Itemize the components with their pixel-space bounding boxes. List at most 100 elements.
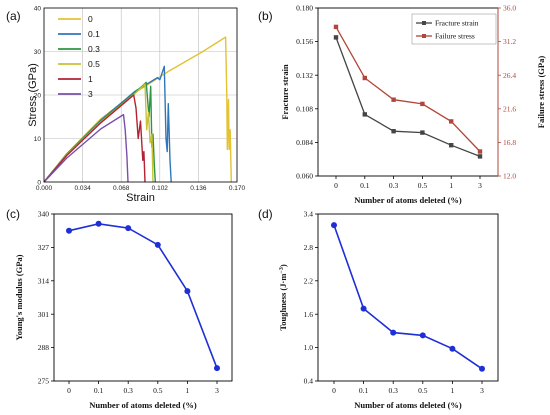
y-axis-label: Toughness (J·m−3): [278, 264, 288, 331]
y-tick-label: 0.132: [296, 71, 313, 80]
y-right-tick-label: 31.2: [503, 37, 516, 46]
legend-label: 0.1: [88, 29, 100, 39]
x-tick-label: 0: [67, 386, 71, 395]
y-axis-label: Young's modulus (GPa): [14, 254, 24, 340]
data-point: [333, 35, 339, 40]
y-axis-label-sup: −3: [279, 267, 285, 273]
x-tick-label: 0.5: [418, 386, 428, 395]
x-tick-label: 0: [334, 181, 338, 190]
data-point: [184, 288, 191, 295]
y-tick-label: 40: [34, 5, 42, 12]
y-tick-label: 30: [34, 49, 42, 56]
y-tick-label: 1.6: [304, 310, 314, 319]
series-line-1: [43, 94, 146, 183]
series-line-0: [43, 36, 232, 183]
data-point: [391, 97, 396, 102]
legend-label: 0.3: [88, 44, 100, 54]
x-tick-label: 3: [478, 181, 482, 190]
series-line-fracture-strain: [335, 37, 481, 158]
data-point: [390, 329, 397, 336]
y-tick-label: 0.180: [296, 4, 313, 13]
series-line-3: [43, 113, 129, 183]
x-tick-label: 0.136: [190, 185, 207, 192]
y-right-tick-label: 26.4: [503, 71, 516, 80]
x-tick-label: 0.3: [389, 181, 399, 190]
y-tick-label: 340: [38, 210, 50, 219]
panel-letter-d: (d): [258, 207, 273, 221]
x-tick-label: 0.034: [74, 185, 91, 192]
x-tick-label: 1: [451, 386, 455, 395]
data-point: [449, 119, 454, 124]
y-tick-label: 0: [37, 179, 41, 186]
data-point: [362, 112, 367, 117]
data-point: [420, 101, 425, 107]
legend-label: 1: [88, 74, 93, 84]
data-point: [333, 24, 339, 30]
x-tick-label: 0.5: [153, 386, 163, 395]
y-tick-label: 0.084: [296, 138, 313, 147]
data-point: [477, 154, 483, 159]
x-axis-label: Number of atoms deleted (%): [89, 400, 197, 410]
chart-stress-strain: 0.000 0.034 0.068 0.102 0.136 0.170010203040S…: [27, 5, 246, 204]
data-point: [479, 365, 485, 372]
x-tick-label: 1: [186, 386, 190, 395]
y-tick-label: 0.108: [296, 104, 313, 113]
y-tick-label: 2.2: [304, 276, 314, 285]
y-tick-label: 20: [34, 92, 42, 99]
y-tick-label: 301: [38, 310, 50, 319]
data-point: [331, 222, 337, 229]
x-tick-label: 0.3: [124, 386, 134, 395]
y-tick-label: 1.0: [304, 343, 314, 352]
panel-letter-c: (c): [6, 207, 20, 221]
x-axis-label: Number of atoms deleted (%): [354, 195, 462, 205]
y-right-tick-label: 21.6: [503, 104, 516, 113]
legend-label: 0: [88, 14, 93, 24]
y-axis-label-close: ): [278, 264, 288, 267]
data-point: [95, 220, 102, 227]
x-tick-label: 0.068: [113, 185, 130, 192]
y-axis-label: Fracture strain: [280, 64, 290, 120]
panel-letter-a: (a): [6, 9, 21, 23]
series-line-failure-stress: [335, 26, 481, 152]
y-tick-label: 0.156: [296, 37, 313, 46]
legend-label: Failure stress: [435, 32, 475, 41]
y-tick-label: 3.4: [304, 210, 314, 219]
y-tick-label: 0.060: [296, 172, 313, 181]
data-point: [360, 305, 367, 312]
data-point: [449, 345, 456, 352]
x-tick-label: 0.1: [359, 386, 369, 395]
series-line-0.5: [43, 83, 154, 183]
chart-fracture-failure: 0 0.1 0.3 0.5 1 3 0.060 0.084 0.108 0.132 0.156 0.1…: [280, 4, 546, 205]
y-right-tick-label: 16.8: [503, 138, 516, 147]
y-tick-label: 0.4: [304, 377, 314, 386]
y-right-axis-label: Failure stress (GPa): [536, 56, 546, 129]
legend-label: 0.5: [88, 59, 100, 69]
data-point: [477, 149, 483, 154]
data-point: [154, 241, 161, 248]
x-tick-label: 0.170: [229, 185, 246, 192]
y-tick-label: 327: [38, 243, 50, 252]
x-tick-label: 0.102: [152, 185, 169, 192]
data-point: [214, 365, 220, 372]
legend-marker: [422, 34, 426, 38]
legend-label: 3: [88, 89, 93, 99]
x-tick-label: 0.1: [360, 181, 370, 190]
x-axis-label: Number of atoms deleted (%): [354, 400, 462, 410]
chart-toughness: 0 0.1 0.3 0.5 1 3 0.4 1.0 1.6 2.2 2.8 3.4 Number of …: [278, 210, 499, 410]
y-tick-label: 288: [38, 343, 50, 352]
y-right-tick-label: 36.0: [503, 4, 516, 13]
panel-letter-b: (b): [258, 9, 273, 23]
legend-box: [411, 13, 497, 45]
data-point: [449, 143, 454, 148]
y-axis-label: Stress (GPa): [27, 63, 39, 127]
y-tick-label: 2.8: [304, 243, 314, 252]
data-point: [420, 130, 425, 135]
x-tick-label: 0.1: [94, 386, 104, 395]
data-point: [125, 225, 132, 232]
y-right-tick-label: 12.0: [503, 172, 516, 181]
legend-label: Fracture strain: [435, 19, 479, 28]
y-tick-label: 275: [38, 377, 50, 386]
x-tick-label: 0.3: [389, 386, 399, 395]
data-point: [362, 75, 367, 81]
